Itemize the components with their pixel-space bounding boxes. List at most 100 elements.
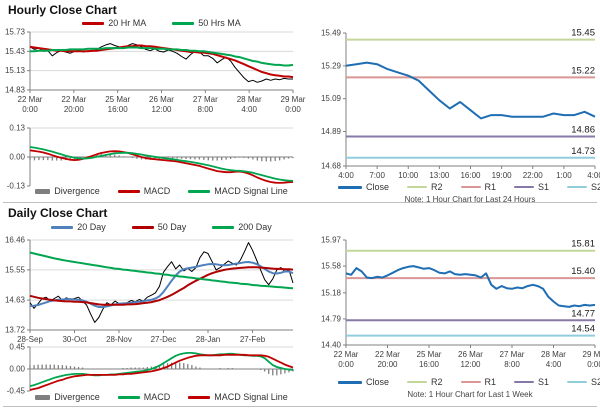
svg-text:27-Feb: 27-Feb bbox=[240, 335, 266, 344]
svg-text:14.77: 14.77 bbox=[571, 308, 595, 319]
daily-macd-legend: Divergence MACD MACD Signal Line bbox=[30, 392, 293, 402]
legend-label: S2 bbox=[591, 182, 600, 192]
r1-line-swatch bbox=[460, 186, 481, 188]
svg-text:8:00: 8:00 bbox=[504, 360, 520, 369]
section-divider bbox=[3, 202, 597, 203]
svg-text:30-Oct: 30-Oct bbox=[62, 335, 87, 344]
svg-text:14.89: 14.89 bbox=[321, 127, 342, 136]
svg-text:15.73: 15.73 bbox=[5, 28, 26, 37]
svg-text:15.09: 15.09 bbox=[321, 94, 342, 103]
svg-text:10:00: 10:00 bbox=[398, 171, 419, 180]
svg-text:29 Mar: 29 Mar bbox=[281, 95, 306, 104]
s2-line-swatch bbox=[567, 186, 588, 188]
legend-item-20hr-ma: 20 Hr MA bbox=[82, 18, 146, 28]
svg-text:27 Mar: 27 Mar bbox=[193, 95, 218, 104]
r2-line-swatch bbox=[406, 186, 427, 188]
svg-text:14.73: 14.73 bbox=[571, 146, 595, 157]
close-line-swatch bbox=[337, 185, 362, 189]
svg-text:26 Mar: 26 Mar bbox=[458, 350, 483, 359]
red-line-swatch bbox=[117, 189, 140, 193]
svg-text:15.45: 15.45 bbox=[571, 28, 595, 39]
svg-text:27-Dec: 27-Dec bbox=[151, 335, 177, 344]
legend-item-macd-signal: MACD Signal Line bbox=[188, 392, 288, 402]
svg-text:7:00: 7:00 bbox=[369, 171, 385, 180]
close-line-swatch bbox=[337, 380, 362, 384]
svg-text:8:00: 8:00 bbox=[198, 105, 214, 114]
svg-text:22 Mar: 22 Mar bbox=[375, 350, 400, 359]
divergence-bar-swatch bbox=[35, 188, 51, 194]
legend-item-macd: MACD bbox=[117, 392, 171, 402]
legend-label: MACD bbox=[143, 186, 171, 196]
legend-item-s1: S1 bbox=[514, 182, 549, 192]
svg-text:29 Mar: 29 Mar bbox=[583, 350, 600, 359]
svg-text:12:00: 12:00 bbox=[151, 105, 172, 114]
red-line-swatch bbox=[131, 225, 154, 229]
legend-item-200day: 200 Day bbox=[212, 222, 272, 232]
svg-text:1:00: 1:00 bbox=[556, 171, 572, 180]
svg-text:-0.13: -0.13 bbox=[7, 182, 26, 191]
pivot-1w-legend: Close R2 R1 S1 S2 bbox=[337, 377, 600, 387]
svg-text:28 Mar: 28 Mar bbox=[541, 350, 566, 359]
svg-text:12:00: 12:00 bbox=[460, 360, 481, 369]
legend-label: R2 bbox=[430, 182, 443, 192]
svg-text:22:00: 22:00 bbox=[523, 171, 544, 180]
green-line-swatch bbox=[172, 21, 195, 25]
svg-text:14.86: 14.86 bbox=[571, 124, 595, 135]
svg-text:14.54: 14.54 bbox=[571, 324, 595, 335]
svg-text:4:00: 4:00 bbox=[546, 360, 562, 369]
legend-item-r1: R1 bbox=[460, 377, 497, 387]
svg-text:22 Mar: 22 Mar bbox=[61, 95, 86, 104]
legend-label: S1 bbox=[538, 182, 550, 192]
svg-text:28-Nov: 28-Nov bbox=[106, 335, 132, 344]
svg-text:28-Sep: 28-Sep bbox=[17, 335, 43, 344]
svg-text:15.97: 15.97 bbox=[321, 236, 342, 245]
s1-line-swatch bbox=[514, 186, 535, 188]
svg-text:14.79: 14.79 bbox=[321, 314, 342, 323]
legend-item-20day: 20 Day bbox=[51, 222, 106, 232]
svg-text:0.00: 0.00 bbox=[9, 365, 25, 374]
svg-text:-0.45: -0.45 bbox=[7, 387, 26, 396]
svg-text:4:00: 4:00 bbox=[241, 105, 257, 114]
pivot-1w-note: Note: 1 Hour Chart for Last 1 Week bbox=[407, 390, 533, 399]
svg-text:14.40: 14.40 bbox=[321, 341, 342, 350]
legend-label: MACD bbox=[143, 392, 171, 402]
legend-label: 20 Hr MA bbox=[108, 18, 147, 28]
legend-item-r2: R2 bbox=[406, 377, 443, 387]
legend-item-divergence: Divergence bbox=[35, 186, 100, 196]
red-line-swatch bbox=[82, 21, 105, 25]
divergence-bar-swatch bbox=[35, 394, 51, 400]
legend-label: R1 bbox=[484, 377, 497, 387]
legend-item-macd: MACD bbox=[117, 186, 171, 196]
svg-text:14.63: 14.63 bbox=[5, 296, 26, 305]
legend-label: MACD Signal Line bbox=[214, 186, 288, 196]
svg-text:0:00: 0:00 bbox=[22, 105, 38, 114]
legend-label: Close bbox=[365, 377, 389, 387]
r1-line-swatch bbox=[460, 381, 481, 383]
green-line-swatch bbox=[212, 225, 235, 229]
svg-text:25 Mar: 25 Mar bbox=[417, 350, 442, 359]
daily-ma-legend: 20 Day 50 Day 200 Day bbox=[30, 222, 293, 232]
svg-text:15.43: 15.43 bbox=[5, 47, 26, 56]
red-line-swatch bbox=[188, 395, 211, 399]
legend-item-s2: S2 bbox=[567, 377, 600, 387]
svg-text:0.13: 0.13 bbox=[9, 124, 25, 133]
svg-text:20:00: 20:00 bbox=[64, 105, 85, 114]
svg-text:22 Mar: 22 Mar bbox=[18, 95, 43, 104]
legend-item-divergence: Divergence bbox=[35, 392, 100, 402]
svg-text:15.18: 15.18 bbox=[321, 288, 342, 297]
s2-line-swatch bbox=[567, 381, 588, 383]
legend-item-r2: R2 bbox=[406, 182, 443, 192]
hourly-macd-chart: 0.13 0.00 -0.13 bbox=[7, 124, 294, 191]
s1-line-swatch bbox=[514, 381, 535, 383]
legend-label: Divergence bbox=[54, 392, 100, 402]
svg-text:0.45: 0.45 bbox=[9, 343, 25, 352]
svg-text:15.49: 15.49 bbox=[321, 29, 342, 38]
legend-label: 20 Day bbox=[77, 222, 106, 232]
svg-text:14.68: 14.68 bbox=[321, 162, 342, 171]
green-line-swatch bbox=[117, 395, 140, 399]
bottom-divider bbox=[3, 406, 597, 407]
legend-label: S2 bbox=[591, 377, 600, 387]
